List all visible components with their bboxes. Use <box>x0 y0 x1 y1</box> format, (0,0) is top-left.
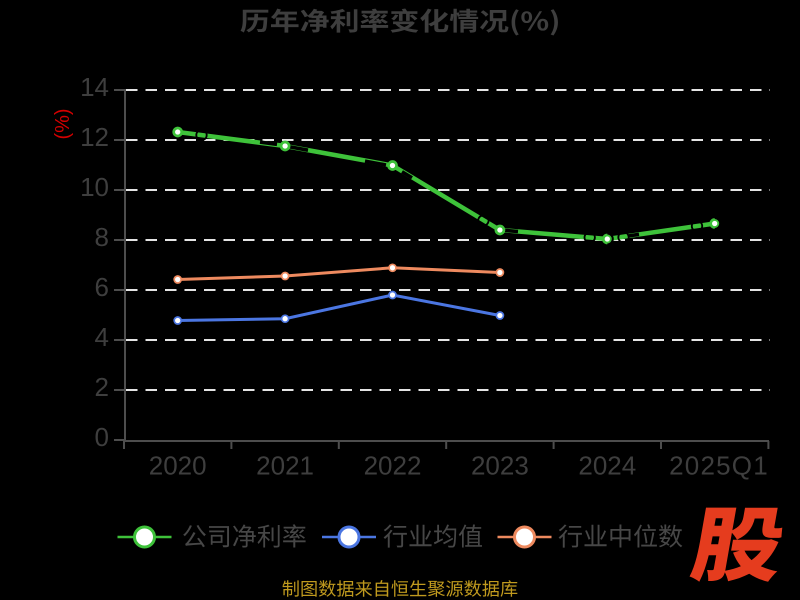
svg-text:2020: 2020 <box>149 451 207 481</box>
svg-text:2025Q1: 2025Q1 <box>669 451 769 481</box>
svg-text:(%): (%) <box>52 108 74 139</box>
svg-text:14: 14 <box>80 72 109 102</box>
svg-text:2022: 2022 <box>364 451 422 481</box>
svg-text:2: 2 <box>95 372 109 402</box>
svg-text:6: 6 <box>95 272 109 302</box>
svg-text:4: 4 <box>95 322 109 352</box>
svg-text:8: 8 <box>95 222 109 252</box>
svg-text:0: 0 <box>95 422 109 452</box>
svg-text:2023: 2023 <box>471 451 529 481</box>
svg-text:2024: 2024 <box>578 451 636 481</box>
svg-text:2021: 2021 <box>256 451 314 481</box>
svg-text:12: 12 <box>80 122 109 152</box>
svg-text:10: 10 <box>80 172 109 202</box>
